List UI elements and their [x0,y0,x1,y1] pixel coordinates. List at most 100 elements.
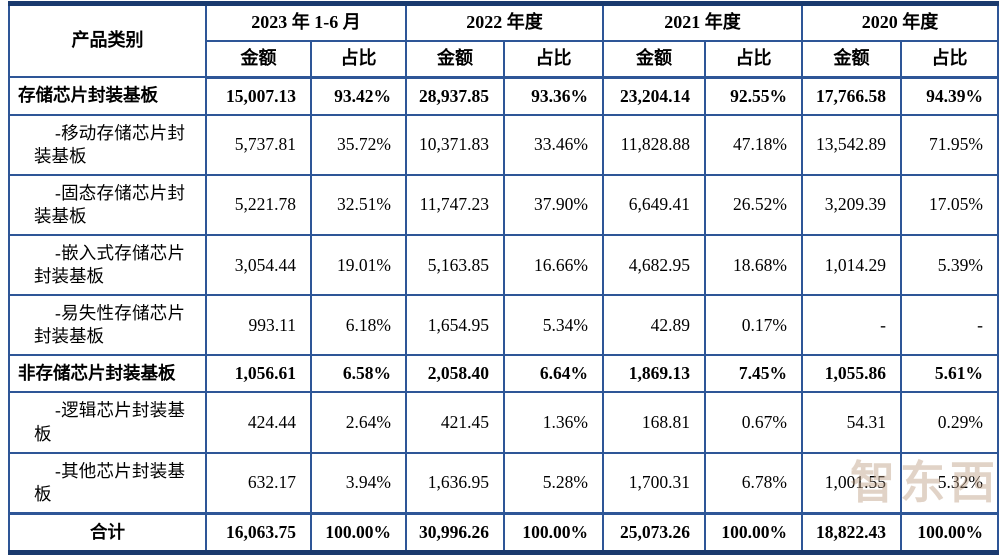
ratio-cell: 32.51% [311,175,406,235]
ratio-cell: 100.00% [705,513,802,552]
amount-cell: 632.17 [206,453,311,514]
amount-cell: 1,014.29 [802,235,901,295]
header-period-0: 2023 年 1-6 月 [206,4,406,41]
amount-cell: 1,056.61 [206,355,311,392]
row-label: 合计 [9,513,206,552]
header-amount-3: 金额 [802,41,901,77]
amount-cell: 1,055.86 [802,355,901,392]
amount-cell: 424.44 [206,392,311,452]
header-amount-1: 金额 [406,41,504,77]
ratio-cell: 2.64% [311,392,406,452]
amount-cell: 3,209.39 [802,175,901,235]
amount-cell: 28,937.85 [406,77,504,115]
header-ratio-3: 占比 [901,41,998,77]
ratio-cell: 37.90% [504,175,603,235]
ratio-cell: 17.05% [901,175,998,235]
amount-cell: 1,700.31 [603,453,705,514]
row-label: 非存储芯片封装基板 [9,355,206,392]
amount-cell: 5,163.85 [406,235,504,295]
ratio-cell: 5.32% [901,453,998,514]
row-label: -逻辑芯片封装基板 [9,392,206,452]
amount-cell: 421.45 [406,392,504,452]
header-ratio-2: 占比 [705,41,802,77]
row-label: -其他芯片封装基板 [9,453,206,514]
amount-cell: 42.89 [603,295,705,355]
ratio-cell: 18.68% [705,235,802,295]
ratio-cell: 3.94% [311,453,406,514]
ratio-cell: 100.00% [504,513,603,552]
ratio-cell: - [901,295,998,355]
amount-cell: 6,649.41 [603,175,705,235]
ratio-cell: 1.36% [504,392,603,452]
ratio-cell: 71.95% [901,115,998,175]
row-label: -固态存储芯片封装基板 [9,175,206,235]
ratio-cell: 6.78% [705,453,802,514]
row-label: -移动存储芯片封装基板 [9,115,206,175]
ratio-cell: 6.18% [311,295,406,355]
amount-cell: 5,221.78 [206,175,311,235]
header-ratio-1: 占比 [504,41,603,77]
amount-cell: 30,996.26 [406,513,504,552]
amount-cell: 3,054.44 [206,235,311,295]
amount-cell: - [802,295,901,355]
amount-cell: 2,058.40 [406,355,504,392]
amount-cell: 54.31 [802,392,901,452]
row-label: -易失性存储芯片封装基板 [9,295,206,355]
header-period-1: 2022 年度 [406,4,603,41]
amount-cell: 993.11 [206,295,311,355]
ratio-cell: 5.28% [504,453,603,514]
amount-cell: 4,682.95 [603,235,705,295]
ratio-cell: 0.67% [705,392,802,452]
header-period-2: 2021 年度 [603,4,802,41]
ratio-cell: 92.55% [705,77,802,115]
amount-cell: 23,204.14 [603,77,705,115]
header-amount-0: 金额 [206,41,311,77]
amount-cell: 25,073.26 [603,513,705,552]
amount-cell: 1,869.13 [603,355,705,392]
ratio-cell: 100.00% [311,513,406,552]
ratio-cell: 6.58% [311,355,406,392]
ratio-cell: 5.39% [901,235,998,295]
ratio-cell: 93.42% [311,77,406,115]
amount-cell: 10,371.83 [406,115,504,175]
amount-cell: 18,822.43 [802,513,901,552]
header-category: 产品类别 [9,4,206,78]
ratio-cell: 26.52% [705,175,802,235]
row-label: 存储芯片封装基板 [9,77,206,115]
amount-cell: 1,654.95 [406,295,504,355]
ratio-cell: 93.36% [504,77,603,115]
ratio-cell: 35.72% [311,115,406,175]
header-amount-2: 金额 [603,41,705,77]
amount-cell: 5,737.81 [206,115,311,175]
amount-cell: 11,747.23 [406,175,504,235]
ratio-cell: 16.66% [504,235,603,295]
ratio-cell: 7.45% [705,355,802,392]
amount-cell: 17,766.58 [802,77,901,115]
ratio-cell: 19.01% [311,235,406,295]
ratio-cell: 0.17% [705,295,802,355]
ratio-cell: 5.34% [504,295,603,355]
ratio-cell: 0.29% [901,392,998,452]
amount-cell: 1,636.95 [406,453,504,514]
ratio-cell: 5.61% [901,355,998,392]
amount-cell: 13,542.89 [802,115,901,175]
amount-cell: 11,828.88 [603,115,705,175]
ratio-cell: 6.64% [504,355,603,392]
row-label: -嵌入式存储芯片封装基板 [9,235,206,295]
ratio-cell: 47.18% [705,115,802,175]
header-period-3: 2020 年度 [802,4,998,41]
header-ratio-0: 占比 [311,41,406,77]
amount-cell: 168.81 [603,392,705,452]
